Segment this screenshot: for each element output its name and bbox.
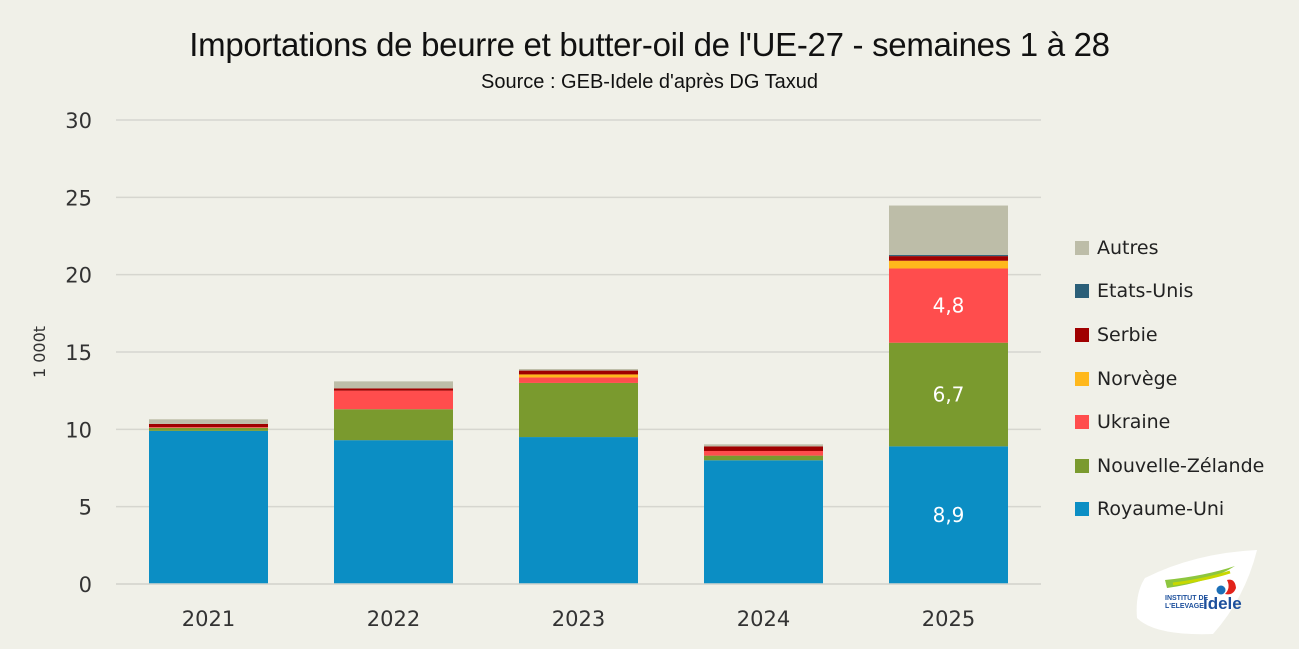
data-label-2025-ukraine: 4,8	[933, 294, 965, 318]
legend-swatch	[1075, 458, 1089, 473]
x-tick-label-2022: 2022	[367, 607, 420, 631]
bar-2025-autres	[889, 205, 1008, 256]
legend-label: Autres	[1097, 236, 1159, 259]
logo-swoosh-line	[1172, 570, 1231, 586]
bar-2025-serbie	[889, 256, 1008, 261]
logo-brand: idele	[1203, 594, 1242, 613]
x-tick-label-2024: 2024	[737, 607, 790, 631]
bar-2022-serbie	[334, 388, 453, 391]
legend-swatch	[1075, 371, 1089, 386]
bar-2025-ukraine	[889, 268, 1008, 343]
legend-swatch	[1075, 502, 1089, 517]
legend-label: Ukraine	[1097, 411, 1171, 434]
legend-label: Serbie	[1097, 323, 1158, 346]
bar-2023-autres	[519, 369, 638, 371]
logo-text-line2: L'ELEVAGE	[1165, 603, 1204, 610]
idele-logo: INSTITUT DE L'ELEVAGE idele	[1136, 550, 1257, 635]
legend-label: Nouvelle-Zélande	[1097, 454, 1265, 477]
chart-title: Importations de beurre et butter-oil de …	[189, 26, 1110, 63]
legend-label: Norvège	[1097, 367, 1178, 390]
bar-2024-serbie	[704, 446, 823, 451]
bar-2023-ukraine	[519, 377, 638, 383]
bar-2021-nouvelle-z-lande	[149, 427, 268, 431]
chart-subtitle: Source : GEB-Idele d'après DG Taxud	[481, 71, 818, 93]
x-tick-label-2023: 2023	[552, 607, 605, 631]
bar-2025-norv-ge	[889, 260, 1008, 269]
x-tick-label-2025: 2025	[922, 607, 975, 631]
bar-2022-nouvelle-z-lande	[334, 409, 453, 441]
y-axis-label: 1 000t	[30, 326, 49, 378]
bar-2024-ukraine	[704, 450, 823, 456]
bar-2024-nouvelle-z-lande	[704, 455, 823, 461]
logo-background	[1136, 550, 1257, 635]
bar-2022-autres	[334, 381, 453, 389]
y-tick-label-5: 5	[79, 496, 92, 520]
bar-2025-etats-unis	[889, 255, 1008, 257]
bar-2023-serbie	[519, 370, 638, 375]
y-tick-label-15: 15	[65, 341, 92, 365]
y-tick-label-25: 25	[65, 186, 92, 210]
legend-item-etats-unis: Etats-Unis	[1075, 270, 1264, 314]
bar-2023-nouvelle-z-lande	[519, 382, 638, 438]
legend-item-ukraine: Ukraine	[1075, 400, 1264, 444]
y-tick-label-30: 30	[65, 109, 92, 133]
legend-item-autres: Autres	[1075, 226, 1264, 270]
data-label-2025-nouvelle-z-lande: 6,7	[933, 383, 965, 407]
legend-label: Royaume-Uni	[1097, 498, 1225, 521]
legend-swatch	[1075, 284, 1089, 299]
legend-swatch	[1075, 327, 1089, 342]
logo-text-line1: INSTITUT DE	[1165, 595, 1208, 602]
x-tick-label-2021: 2021	[182, 607, 235, 631]
legend-label: Etats-Unis	[1097, 280, 1194, 303]
legend: Autres Etats-Unis Serbie Norvège Ukraine Nouv…	[1075, 226, 1264, 531]
bar-2021-ukraine	[149, 427, 268, 428]
legend-swatch	[1075, 240, 1089, 255]
bar-2025-nouvelle-z-lande	[889, 342, 1008, 447]
logo-drop-blue	[1216, 585, 1226, 595]
y-tick-label-10: 10	[65, 418, 92, 442]
bar-2021-royaume-uni	[149, 430, 268, 584]
y-tick-label-0: 0	[79, 573, 92, 597]
bar-2023-royaume-uni	[519, 437, 638, 584]
bar-2024-royaume-uni	[704, 460, 823, 584]
bar-2024-autres	[704, 444, 823, 447]
bar-2021-autres	[149, 419, 268, 424]
bar-2021-serbie	[149, 423, 268, 428]
legend-item-norv-ge: Norvège	[1075, 357, 1264, 401]
legend-item-nouvelle-z-lande: Nouvelle-Zélande	[1075, 444, 1264, 488]
legend-swatch	[1075, 415, 1089, 430]
bar-2022-royaume-uni	[334, 440, 453, 584]
legend-item-serbie: Serbie	[1075, 313, 1264, 357]
data-label-2025-royaume-uni: 8,9	[933, 503, 965, 527]
y-tick-label-20: 20	[65, 264, 92, 288]
bar-2025-royaume-uni	[889, 446, 1008, 584]
logo-drop-red	[1225, 579, 1236, 595]
bar-2023-norv-ge	[519, 374, 638, 378]
legend-item-royaume-uni: Royaume-Uni	[1075, 488, 1264, 532]
bar-2022-ukraine	[334, 390, 453, 410]
